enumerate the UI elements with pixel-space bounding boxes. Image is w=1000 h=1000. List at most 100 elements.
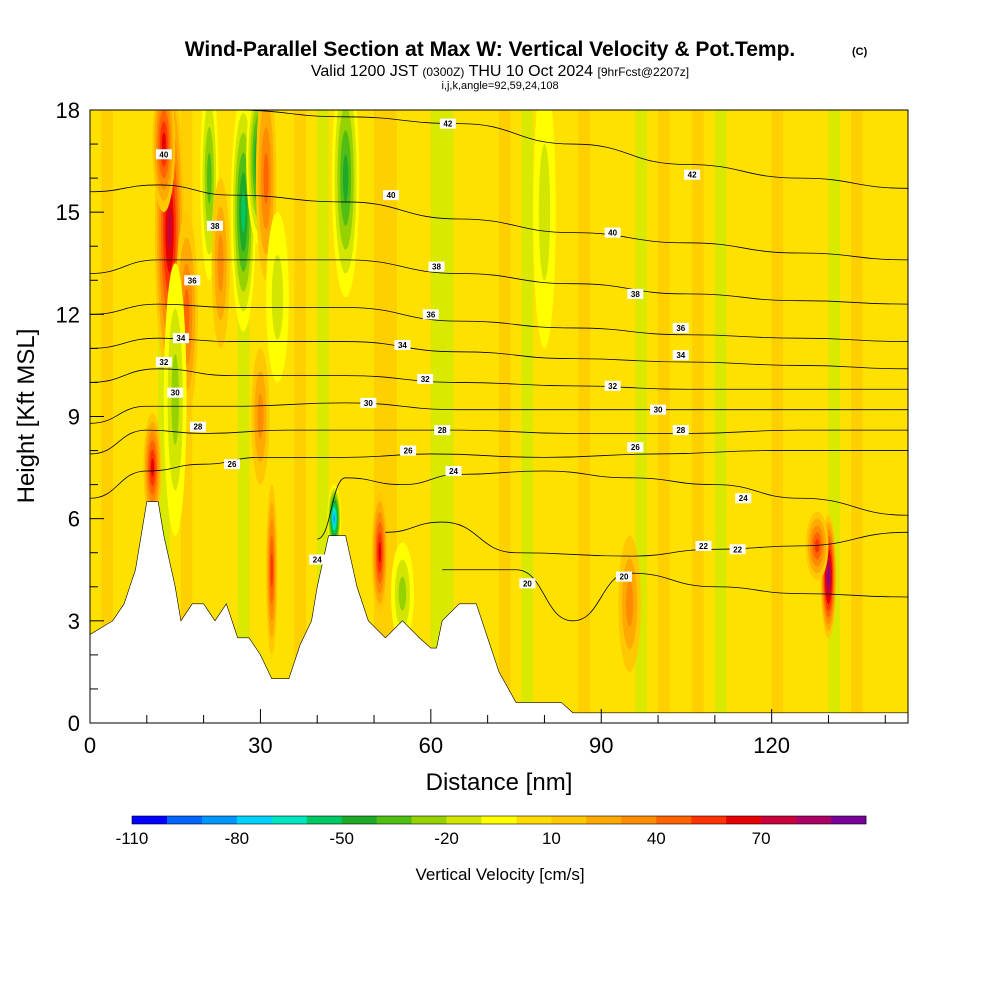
- contour-label-bg: [206, 220, 223, 231]
- contour-label: 22: [699, 542, 708, 551]
- subtitle-utc: (0300Z): [422, 65, 464, 79]
- velocity-band: [658, 110, 670, 723]
- contour-label-bg: [155, 357, 172, 368]
- colorbar-swatch: [551, 816, 587, 824]
- contour-label-bg: [428, 261, 445, 272]
- velocity-cell: [538, 144, 551, 281]
- colorbar-swatch: [796, 816, 832, 824]
- velocity-band: [453, 110, 466, 723]
- colorbar-tick-label: 40: [647, 829, 666, 848]
- velocity-band: [476, 110, 489, 723]
- x-tick-label: 60: [419, 733, 443, 758]
- velocity-band: [203, 110, 216, 723]
- colorbar-tick-label: -80: [225, 829, 250, 848]
- contour-label: 34: [676, 351, 685, 360]
- velocity-cell: [333, 514, 336, 523]
- theta-contour-32: [90, 368, 908, 390]
- velocity-features: [143, 110, 837, 672]
- contour-label: 36: [676, 324, 685, 333]
- colorbar-swatch: [516, 816, 552, 824]
- velocity-cell: [827, 569, 830, 584]
- contour-label-bg: [672, 322, 689, 333]
- theta-contour-26: [90, 450, 908, 499]
- theta-contour-34: [90, 337, 908, 370]
- colorbar-tick-label: 10: [542, 829, 561, 848]
- contour-label-bg: [650, 404, 667, 415]
- velocity-cell: [342, 154, 349, 202]
- contour-label-bg: [224, 459, 241, 470]
- velocity-band: [430, 110, 443, 723]
- colorbar-swatch: [271, 816, 308, 824]
- velocity-band: [555, 110, 568, 723]
- contour-label-bg: [400, 445, 417, 456]
- contour-label: 32: [421, 375, 430, 384]
- contour-label: 30: [364, 399, 373, 408]
- contour-label: 42: [443, 120, 452, 129]
- contour-label: 36: [426, 310, 435, 319]
- colorbar-swatch: [831, 816, 867, 824]
- contour-label-bg: [627, 442, 644, 453]
- colorbar-swatch: [132, 816, 168, 824]
- velocity-band: [680, 110, 693, 723]
- velocity-band: [442, 110, 455, 723]
- velocity-cell: [171, 354, 179, 445]
- contour-label-bg: [445, 465, 462, 476]
- velocity-band: [317, 110, 330, 723]
- velocity-band: [794, 110, 807, 723]
- velocity-band: [226, 110, 239, 723]
- velocity-cell: [167, 207, 172, 252]
- velocity-band: [214, 110, 227, 723]
- velocity-band: [101, 110, 114, 723]
- contour-label: 26: [631, 443, 640, 452]
- contour-label: 36: [188, 276, 197, 285]
- velocity-band: [669, 110, 682, 723]
- velocity-band: [873, 110, 886, 723]
- contour-label-bg: [184, 275, 201, 286]
- colorbar-swatch: [586, 816, 622, 824]
- velocity-band: [192, 110, 205, 723]
- subtitle-valid: Valid 1200 JST: [311, 63, 419, 80]
- y-axis: 0 3 6 9 12 15 18: [56, 98, 104, 736]
- velocity-cell: [271, 254, 284, 340]
- contour-label-bg: [604, 227, 621, 238]
- colorbar-swatch: [621, 816, 657, 824]
- velocity-band: [408, 110, 420, 723]
- y-tick-label: 3: [68, 609, 80, 634]
- contour-label: 26: [404, 447, 413, 456]
- velocity-band: [692, 110, 704, 723]
- velocity-band: [805, 110, 818, 723]
- colorbar-swatch: [236, 816, 273, 824]
- velocity-cell: [241, 192, 246, 233]
- colorbar-swatch: [691, 816, 727, 824]
- velocity-band: [783, 110, 795, 723]
- colorbar-frame: [131, 815, 867, 825]
- contour-label: 20: [620, 573, 629, 582]
- contour-label-bg: [360, 397, 377, 408]
- velocity-band: [180, 110, 193, 723]
- velocity-band: [896, 110, 908, 723]
- contour-label-bg: [417, 374, 434, 385]
- theta-contour-42: [232, 110, 908, 189]
- y-tick-label: 6: [68, 507, 80, 532]
- y-tick-label: 15: [56, 200, 80, 225]
- chart-subtitle: Valid 1200 JST (0300Z) THU 10 Oct 2024 […: [311, 63, 689, 80]
- colorbar-swatch: [481, 816, 517, 824]
- contour-label-bg: [729, 544, 746, 555]
- contour-label: 20: [523, 579, 532, 588]
- velocity-band: [589, 110, 602, 723]
- colorbar-tick-label: -110: [116, 829, 149, 848]
- contour-label-bg: [672, 425, 689, 436]
- x-tick-label: 30: [248, 733, 272, 758]
- velocity-band: [374, 110, 386, 723]
- velocity-band: [351, 110, 364, 723]
- contour-label-bg: [695, 540, 712, 551]
- velocity-band: [601, 110, 614, 723]
- velocity-band: [464, 110, 477, 723]
- contour-label-bg: [189, 421, 206, 432]
- colorbar-swatch: [166, 816, 203, 824]
- contour-label-bg: [422, 309, 439, 320]
- velocity-band: [396, 110, 409, 723]
- theta-contours: 20 22 24 26 28 30 32 34 36 38 40 42: [90, 110, 908, 622]
- contour-label-bg: [383, 190, 400, 201]
